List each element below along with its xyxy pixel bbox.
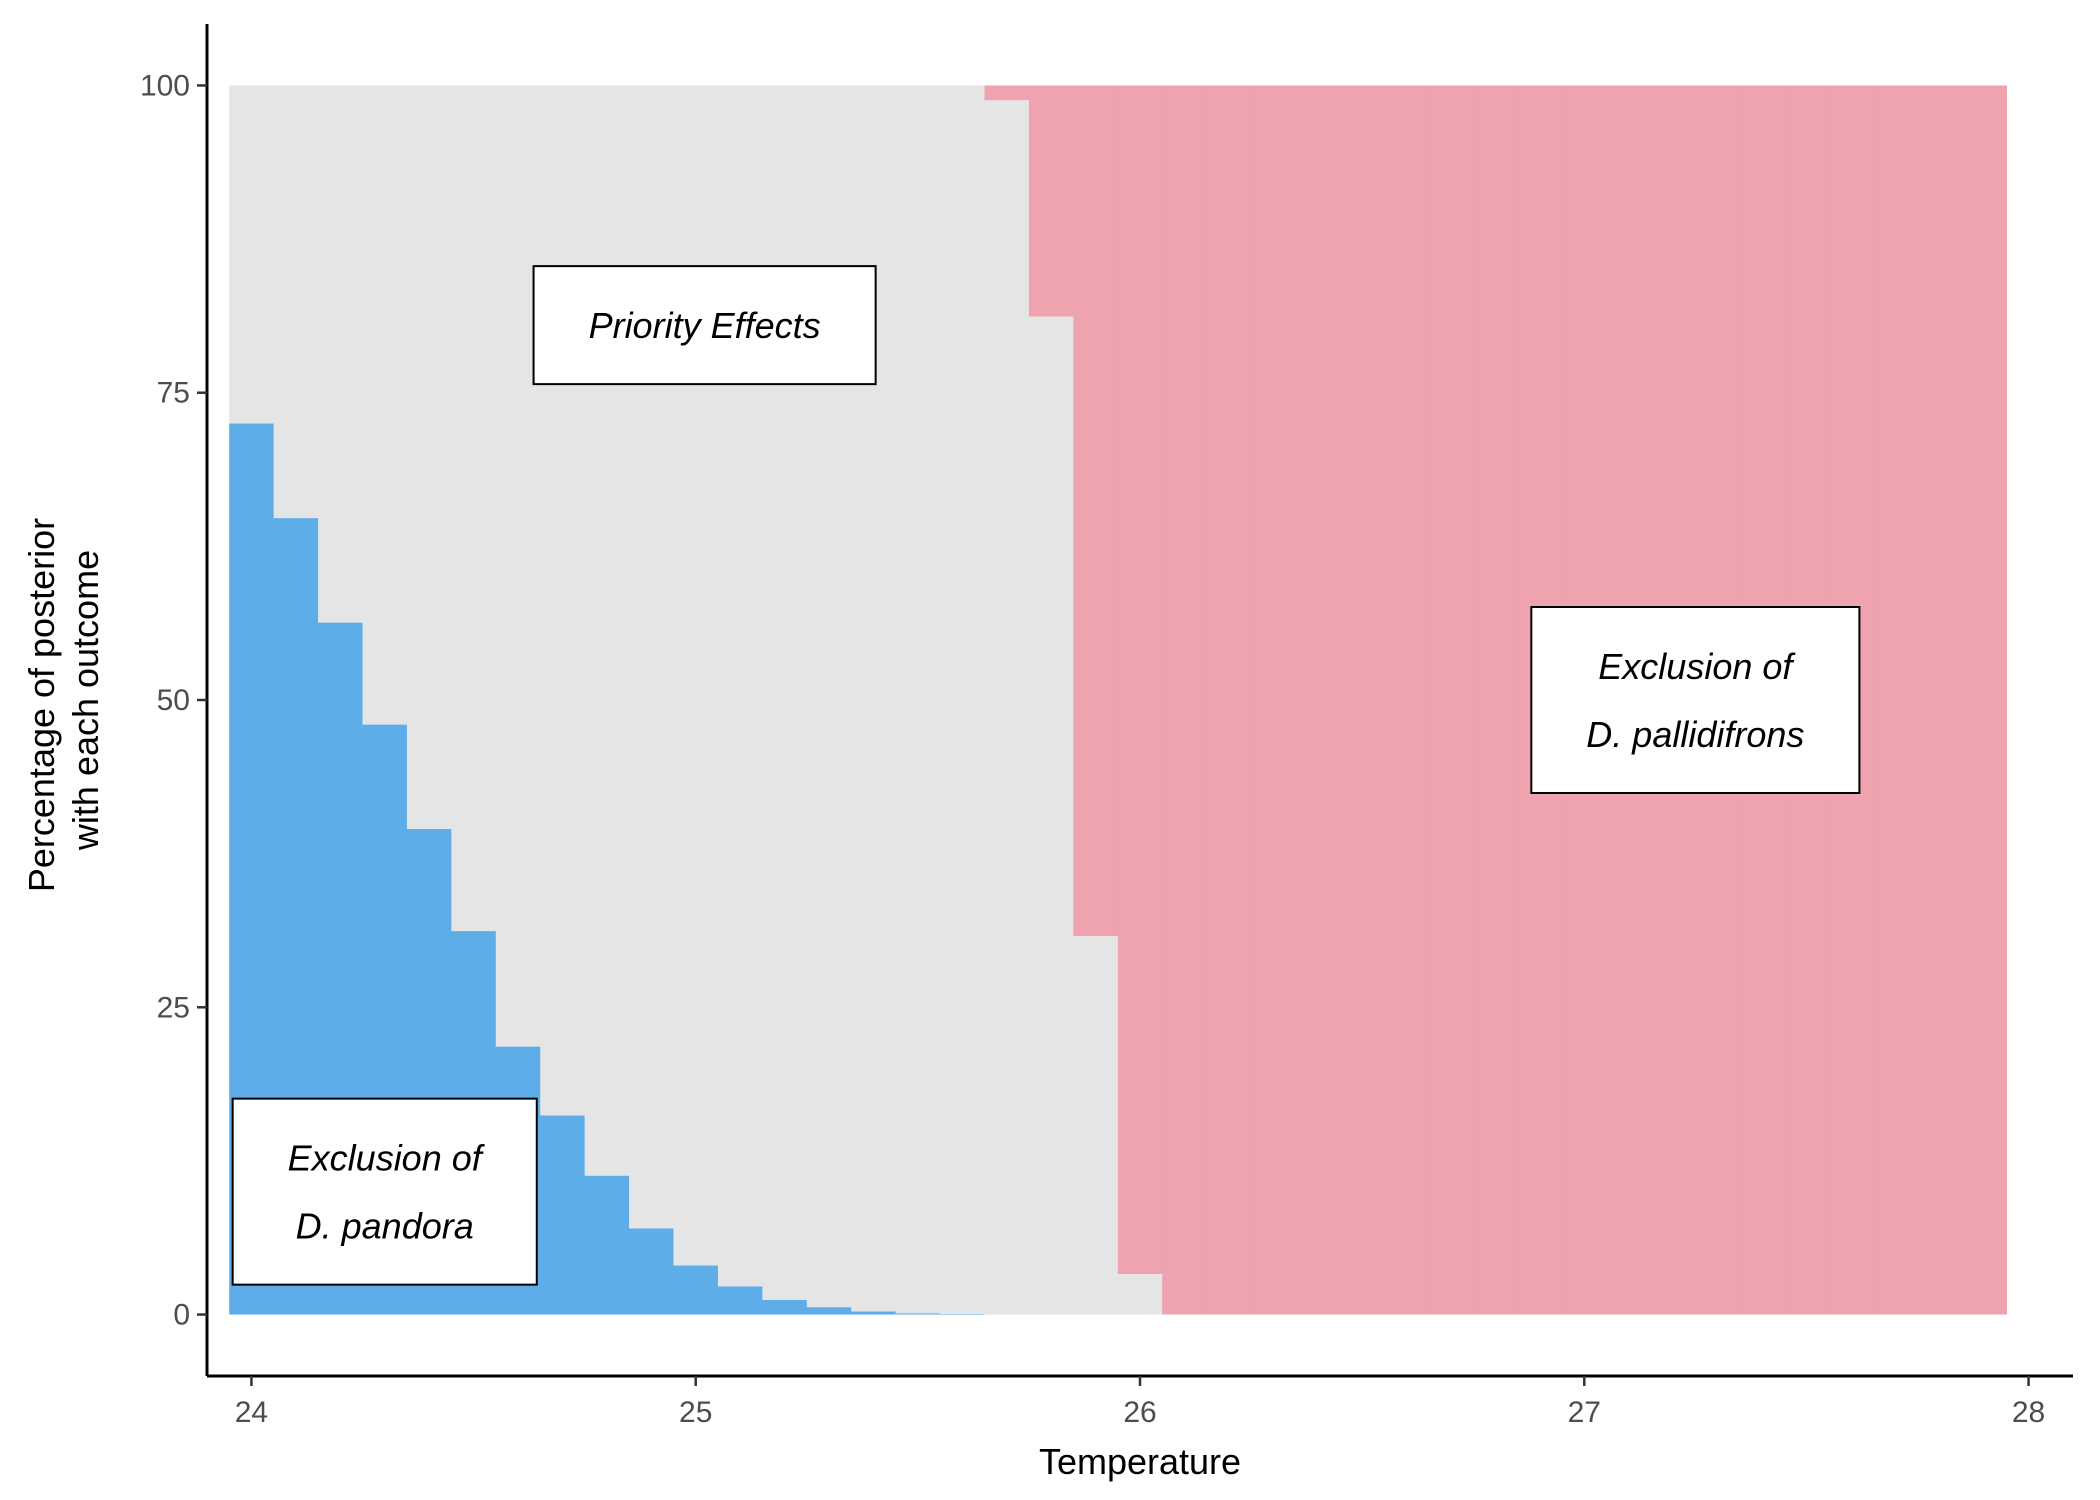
bar-priority-15 bbox=[895, 85, 941, 1314]
y-tick-label-0: 0 bbox=[173, 1299, 190, 1332]
annotation-box-pandora bbox=[231, 1097, 538, 1286]
annotation-pandora: Exclusion of D. pandora bbox=[231, 1097, 538, 1286]
bar-pallidifrons-27 bbox=[1428, 85, 1474, 1315]
annotation-box-pallidifrons bbox=[1530, 606, 1861, 794]
bar-priority-2 bbox=[318, 85, 364, 623]
x-tick-label-3: 27 bbox=[1568, 1396, 1601, 1429]
annotation-text-pandora-0: Exclusion of bbox=[288, 1138, 486, 1179]
y-tick-label-2: 50 bbox=[157, 684, 190, 717]
bar-pandora-7 bbox=[540, 1115, 586, 1315]
bar-priority-4 bbox=[406, 85, 452, 830]
bar-pallidifrons-24 bbox=[1295, 85, 1341, 1315]
bar-pandora-8 bbox=[584, 1175, 630, 1315]
bar-pandora-13 bbox=[806, 1307, 852, 1315]
x-axis-title: Temperature bbox=[1039, 1441, 1241, 1482]
bar-priority-6 bbox=[495, 85, 541, 1047]
bar-priority-18 bbox=[1028, 316, 1074, 1315]
y-tick-label-1: 25 bbox=[157, 991, 190, 1024]
y-tick-label-3: 75 bbox=[157, 377, 190, 410]
annotation-text-pallidifrons-0: Exclusion of bbox=[1598, 646, 1796, 687]
bars-layer bbox=[229, 85, 2007, 1315]
bar-pallidifrons-18 bbox=[1028, 85, 1074, 317]
bar-priority-3 bbox=[362, 85, 408, 725]
annotation-text-priority-0: Priority Effects bbox=[589, 305, 821, 346]
bar-priority-19 bbox=[1073, 935, 1119, 1315]
bar-priority-7 bbox=[540, 85, 586, 1116]
x-tick-label-4: 28 bbox=[2012, 1396, 2045, 1429]
bar-pallidifrons-17 bbox=[984, 85, 1030, 101]
x-tick-label-0: 24 bbox=[235, 1396, 268, 1429]
bar-pallidifrons-22 bbox=[1206, 85, 1252, 1315]
bar-pallidifrons-37 bbox=[1873, 85, 1919, 1315]
bar-priority-16 bbox=[940, 85, 986, 1314]
bar-pallidifrons-39 bbox=[1961, 85, 2007, 1315]
bar-priority-20 bbox=[1117, 1273, 1163, 1315]
axes-layer: 0 25 50 75 100 24 25 26 27 28 bbox=[140, 24, 2073, 1429]
bar-pandora-16 bbox=[940, 1313, 986, 1315]
annotation-pallidifrons: Exclusion of D. pallidifrons bbox=[1530, 606, 1861, 794]
bar-pandora-14 bbox=[851, 1311, 897, 1315]
x-tick-label-2: 26 bbox=[1123, 1396, 1156, 1429]
annotation-box-priority bbox=[532, 265, 877, 386]
bar-priority-9 bbox=[629, 85, 675, 1229]
annotation-priority: Priority Effects bbox=[532, 265, 877, 386]
bar-priority-1 bbox=[273, 85, 319, 519]
annotation-text-pallidifrons-1: D. pallidifrons bbox=[1586, 714, 1804, 755]
annotation-text-pandora-1: D. pandora bbox=[296, 1206, 474, 1247]
y-axis-title-line-1: Percentage of posterior bbox=[21, 518, 62, 892]
annotations-layer: Priority Effects Exclusion of D. pallidifr… bbox=[231, 265, 1861, 1286]
bar-pallidifrons-21 bbox=[1162, 85, 1208, 1315]
bar-pallidifrons-26 bbox=[1384, 85, 1430, 1315]
bar-pandora-11 bbox=[717, 1286, 763, 1315]
bar-pandora-15 bbox=[895, 1313, 941, 1315]
x-tick-label-1: 25 bbox=[679, 1396, 712, 1429]
y-axis-title: Percentage of posterior with each outcom… bbox=[21, 508, 106, 892]
y-tick-label-4: 100 bbox=[140, 69, 190, 102]
bar-pallidifrons-38 bbox=[1917, 85, 1963, 1315]
bar-pallidifrons-25 bbox=[1339, 85, 1385, 1315]
bar-pallidifrons-28 bbox=[1473, 85, 1519, 1315]
bar-priority-8 bbox=[584, 85, 630, 1176]
y-axis-title-line-2: with each outcome bbox=[65, 550, 106, 851]
bar-pallidifrons-20 bbox=[1117, 85, 1163, 1274]
bar-pallidifrons-23 bbox=[1251, 85, 1297, 1315]
bar-pandora-9 bbox=[629, 1228, 675, 1315]
bar-pallidifrons-19 bbox=[1073, 85, 1119, 936]
bar-pandora-12 bbox=[762, 1299, 808, 1315]
bar-priority-10 bbox=[673, 85, 719, 1266]
bar-priority-17 bbox=[984, 100, 1030, 1315]
bar-pandora-10 bbox=[673, 1265, 719, 1315]
bar-priority-5 bbox=[451, 85, 497, 932]
bar-priority-0 bbox=[229, 85, 275, 424]
